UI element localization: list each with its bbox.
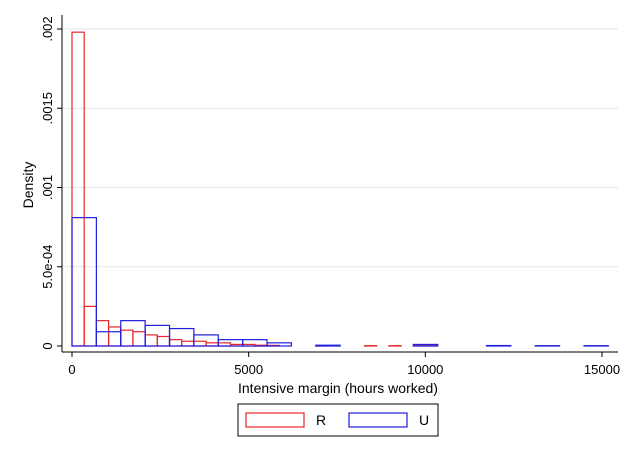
y-tick-label: .001 <box>40 175 55 200</box>
y-tick-label: .002 <box>40 16 55 41</box>
histogram-bar-u <box>71 217 97 347</box>
legend-label-u: U <box>419 412 429 428</box>
axes: 0 5.0e-04 .001 .0015 .002 0 5000 10000 15000 <box>40 15 620 377</box>
x-tick-label: 5000 <box>234 362 263 377</box>
gridlines <box>62 28 618 268</box>
x-axis-title: Intensive margin (hours worked) <box>238 380 438 396</box>
histogram-bar-u <box>315 344 341 347</box>
legend-box <box>237 403 439 437</box>
x-tick-label: 15000 <box>584 362 620 377</box>
histogram-bar-u <box>266 342 293 347</box>
x-tick-label: 10000 <box>407 362 443 377</box>
histogram-bar-u <box>412 343 439 347</box>
series-u-bars <box>71 217 609 347</box>
y-axis-title: Density <box>20 162 36 209</box>
y-tick-label: 0 <box>40 342 55 349</box>
x-tick-label: 0 <box>68 362 75 377</box>
legend-swatch-r <box>245 412 305 428</box>
legend-swatch-u <box>348 412 408 428</box>
legend-label-r: R <box>316 412 326 428</box>
y-tick-label: 5.0e-04 <box>40 245 55 289</box>
y-tick-label: .0015 <box>40 92 55 125</box>
